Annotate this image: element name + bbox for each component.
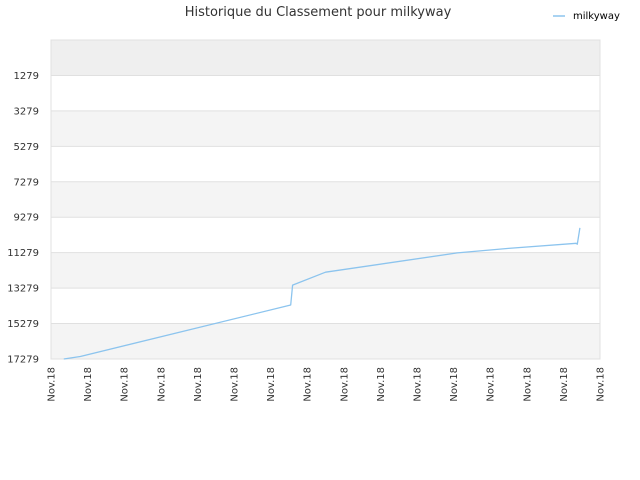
y-tick-label: 9279 [14, 213, 39, 224]
background-band [51, 40, 600, 76]
legend: milkyway [553, 11, 620, 22]
y-tick-label: 15279 [7, 319, 39, 330]
background-bands [51, 40, 600, 359]
x-tick-label: Nov.18 [47, 367, 58, 402]
x-tick-label: Nov.18 [156, 367, 167, 402]
x-tick-label: Nov.18 [486, 367, 497, 402]
x-tick-label: Nov.18 [83, 367, 94, 402]
x-tick-label: Nov.18 [376, 367, 387, 402]
series-line [63, 227, 581, 360]
legend-label: milkyway [573, 11, 620, 22]
x-tick-label: Nov.18 [120, 367, 131, 402]
x-tick-label: Nov.18 [303, 367, 314, 402]
x-tick-label: Nov.18 [339, 367, 350, 402]
y-tick-label: 5279 [14, 142, 39, 153]
x-tick-label: Nov.18 [193, 367, 204, 402]
background-band [51, 146, 600, 182]
x-tick-label: Nov.18 [522, 367, 533, 402]
x-tick-label: Nov.18 [266, 367, 277, 402]
x-tick-label: Nov.18 [559, 367, 570, 402]
y-tick-label: 13279 [7, 284, 39, 295]
y-tick-label: 1279 [14, 71, 39, 82]
x-axis-tick-labels: Nov.18 Nov.18 Nov.18 Nov.18 Nov.18 Nov.18 Nov.… [47, 367, 607, 402]
background-band [51, 252, 600, 289]
series-group [63, 227, 581, 360]
x-tick-label: Nov.18 [596, 367, 607, 402]
plot-border [50, 39, 601, 360]
background-band [51, 217, 600, 253]
y-tick-label: 3279 [14, 106, 39, 117]
x-tick-label: Nov.18 [413, 367, 424, 402]
background-band [51, 75, 600, 111]
background-band [51, 288, 600, 324]
y-tick-label: 7279 [14, 177, 39, 188]
x-tick-label: Nov.18 [230, 367, 241, 402]
background-band [51, 110, 600, 147]
background-band [51, 181, 600, 218]
background-band [51, 323, 600, 359]
x-tick-label: Nov.18 [449, 367, 460, 402]
y-tick-label: 11279 [7, 248, 39, 259]
y-axis-tick-labels: 1279 3279 5279 7279 9279 11279 13279 15279 17279 [7, 71, 39, 366]
chart-title: Historique du Classement pour milkyway [185, 5, 452, 20]
y-tick-label: 17279 [7, 355, 39, 366]
